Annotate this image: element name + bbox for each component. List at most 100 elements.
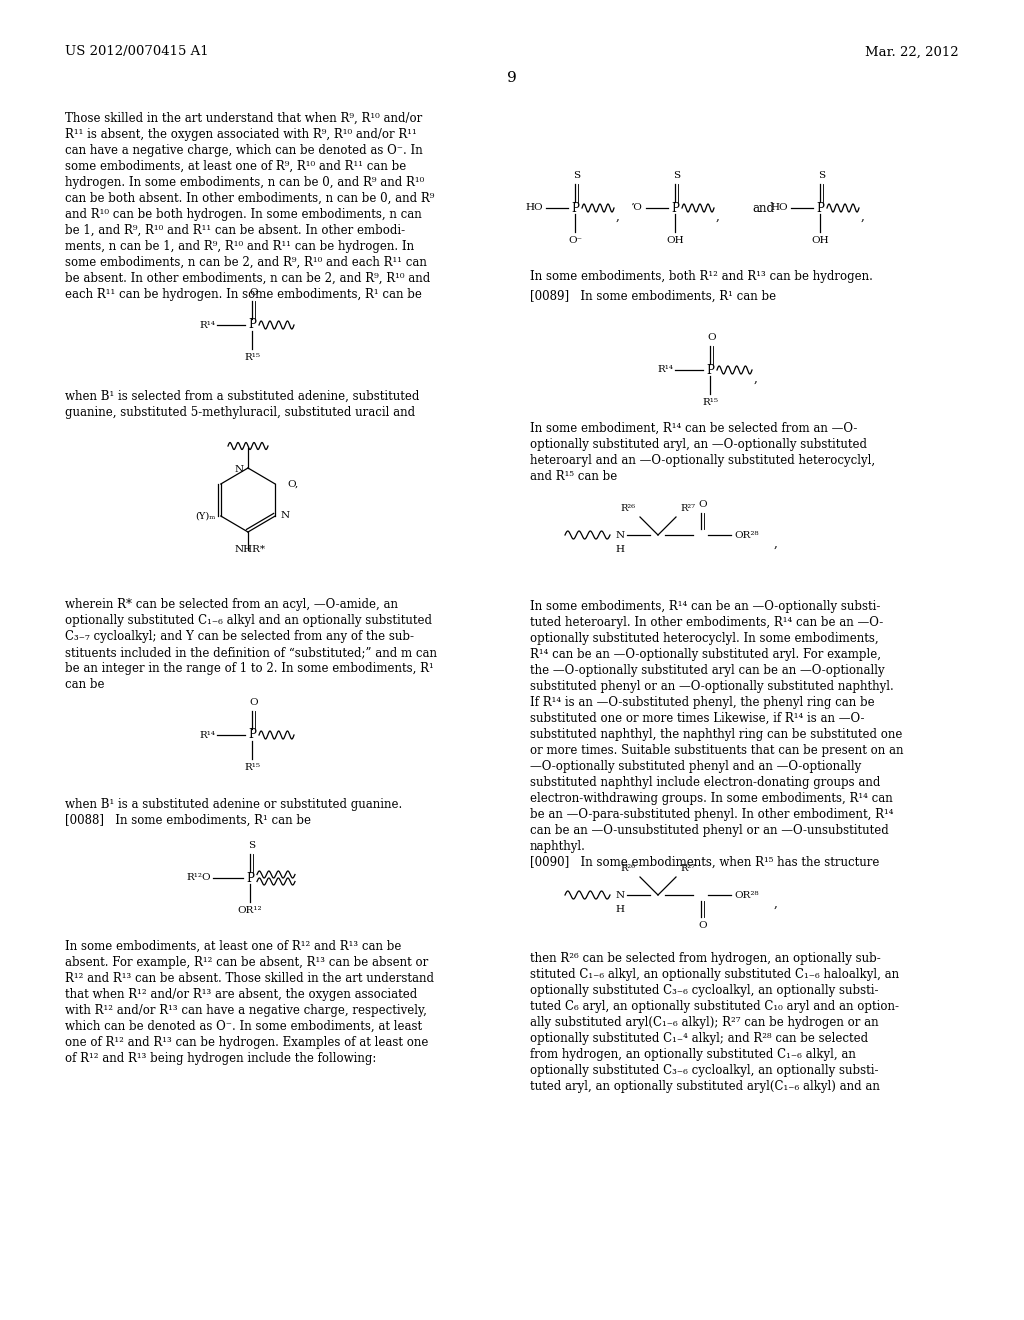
Text: substituted naphthyl include electron-donating groups and: substituted naphthyl include electron-do… xyxy=(530,776,881,789)
Text: be an integer in the range of 1 to 2. In some embodiments, R¹: be an integer in the range of 1 to 2. In… xyxy=(65,663,434,675)
Text: (Y)ₘ: (Y)ₘ xyxy=(196,511,216,520)
Text: R²⁶: R²⁶ xyxy=(621,504,636,513)
Text: ,: , xyxy=(716,210,720,223)
Text: substituted naphthyl, the naphthyl ring can be substituted one: substituted naphthyl, the naphthyl ring … xyxy=(530,729,902,741)
Text: tuted heteroaryl. In other embodiments, R¹⁴ can be an —O-: tuted heteroaryl. In other embodiments, … xyxy=(530,616,884,630)
Text: S: S xyxy=(673,172,680,180)
Text: US 2012/0070415 A1: US 2012/0070415 A1 xyxy=(65,45,209,58)
Text: O,: O, xyxy=(287,479,298,488)
Text: be 1, and R⁹, R¹⁰ and R¹¹ can be absent. In other embodi-: be 1, and R⁹, R¹⁰ and R¹¹ can be absent.… xyxy=(65,224,406,238)
Text: —O-optionally substituted phenyl and an —O-optionally: —O-optionally substituted phenyl and an … xyxy=(530,760,861,774)
Text: electron-withdrawing groups. In some embodiments, R¹⁴ can: electron-withdrawing groups. In some emb… xyxy=(530,792,893,805)
Text: ,: , xyxy=(754,371,758,384)
Text: [0090]   In some embodiments, when R¹⁵ has the structure: [0090] In some embodiments, when R¹⁵ has… xyxy=(530,855,880,869)
Text: O: O xyxy=(249,698,258,708)
Text: one of R¹² and R¹³ can be hydrogen. Examples of at least one: one of R¹² and R¹³ can be hydrogen. Exam… xyxy=(65,1036,428,1049)
Text: O: O xyxy=(698,921,707,931)
Text: optionally substituted C₁₋⁴ alkyl; and R²⁸ can be selected: optionally substituted C₁₋⁴ alkyl; and R… xyxy=(530,1032,868,1045)
Text: Mar. 22, 2012: Mar. 22, 2012 xyxy=(865,45,959,58)
Text: some embodiments, at least one of R⁹, R¹⁰ and R¹¹ can be: some embodiments, at least one of R⁹, R¹… xyxy=(65,160,407,173)
Text: P: P xyxy=(248,318,256,331)
Text: R¹² and R¹³ can be absent. Those skilled in the art understand: R¹² and R¹³ can be absent. Those skilled… xyxy=(65,972,434,985)
Text: stituted C₁₋₆ alkyl, an optionally substituted C₁₋₆ haloalkyl, an: stituted C₁₋₆ alkyl, an optionally subst… xyxy=(530,968,899,981)
Text: that when R¹² and/or R¹³ are absent, the oxygen associated: that when R¹² and/or R¹³ are absent, the… xyxy=(65,987,417,1001)
Text: ʼO: ʼO xyxy=(631,203,643,213)
Text: N: N xyxy=(615,531,625,540)
Text: heteroaryl and an —O-optionally substituted heterocyclyl,: heteroaryl and an —O-optionally substitu… xyxy=(530,454,876,467)
Text: ,: , xyxy=(774,896,778,909)
Text: can be both absent. In other embodiments, n can be 0, and R⁹: can be both absent. In other embodiments… xyxy=(65,191,434,205)
Text: when B¹ is a substituted adenine or substituted guanine.: when B¹ is a substituted adenine or subs… xyxy=(65,799,402,810)
Text: naphthyl.: naphthyl. xyxy=(530,840,586,853)
Text: substituted phenyl or an —O-optionally substituted naphthyl.: substituted phenyl or an —O-optionally s… xyxy=(530,680,894,693)
Text: HO: HO xyxy=(770,203,788,213)
Text: some embodiments, n can be 2, and R⁹, R¹⁰ and each R¹¹ can: some embodiments, n can be 2, and R⁹, R¹… xyxy=(65,256,427,269)
Text: OR¹²: OR¹² xyxy=(238,906,262,915)
Text: 9: 9 xyxy=(507,71,517,84)
Text: and R¹⁵ can be: and R¹⁵ can be xyxy=(530,470,617,483)
Text: In some embodiments, at least one of R¹² and R¹³ can be: In some embodiments, at least one of R¹²… xyxy=(65,940,401,953)
Text: ally substituted aryl(C₁₋₆ alkyl); R²⁷ can be hydrogen or an: ally substituted aryl(C₁₋₆ alkyl); R²⁷ c… xyxy=(530,1016,879,1030)
Text: with R¹² and/or R¹³ can have a negative charge, respectively,: with R¹² and/or R¹³ can have a negative … xyxy=(65,1005,427,1016)
Text: R¹⁵: R¹⁵ xyxy=(702,399,718,407)
Text: P: P xyxy=(671,202,679,214)
Text: from hydrogen, an optionally substituted C₁₋₆ alkyl, an: from hydrogen, an optionally substituted… xyxy=(530,1048,856,1061)
Text: In some embodiments, R¹⁴ can be an —O-optionally substi-: In some embodiments, R¹⁴ can be an —O-op… xyxy=(530,601,881,612)
Text: ,: , xyxy=(774,536,778,549)
Text: NHR*: NHR* xyxy=(234,545,265,554)
Text: P: P xyxy=(248,729,256,742)
Text: R¹⁴: R¹⁴ xyxy=(657,366,673,375)
Text: P: P xyxy=(816,202,824,214)
Text: H: H xyxy=(615,904,625,913)
Text: tuted aryl, an optionally substituted aryl(C₁₋₆ alkyl) and an: tuted aryl, an optionally substituted ar… xyxy=(530,1080,880,1093)
Text: O: O xyxy=(249,288,258,297)
Text: when B¹ is selected from a substituted adenine, substituted: when B¹ is selected from a substituted a… xyxy=(65,389,420,403)
Text: R²⁶: R²⁶ xyxy=(621,865,636,873)
Text: of R¹² and R¹³ being hydrogen include the following:: of R¹² and R¹³ being hydrogen include th… xyxy=(65,1052,377,1065)
Text: C₃₋₇ cycloalkyl; and Y can be selected from any of the sub-: C₃₋₇ cycloalkyl; and Y can be selected f… xyxy=(65,630,414,643)
Text: each R¹¹ can be hydrogen. In some embodiments, R¹ can be: each R¹¹ can be hydrogen. In some embodi… xyxy=(65,288,422,301)
Text: be an —O-para-substituted phenyl. In other embodiment, R¹⁴: be an —O-para-substituted phenyl. In oth… xyxy=(530,808,894,821)
Text: stituents included in the definition of “substituted;” and m can: stituents included in the definition of … xyxy=(65,645,437,659)
Text: guanine, substituted 5-methyluracil, substituted uracil and: guanine, substituted 5-methyluracil, sub… xyxy=(65,407,415,418)
Text: O⁻: O⁻ xyxy=(568,236,582,246)
Text: P: P xyxy=(246,871,254,884)
Text: can be an —O-unsubstituted phenyl or an —O-unsubstituted: can be an —O-unsubstituted phenyl or an … xyxy=(530,824,889,837)
Text: absent. For example, R¹² can be absent, R¹³ can be absent or: absent. For example, R¹² can be absent, … xyxy=(65,956,428,969)
Text: R¹¹ is absent, the oxygen associated with R⁹, R¹⁰ and/or R¹¹: R¹¹ is absent, the oxygen associated wit… xyxy=(65,128,417,141)
Text: optionally substituted heterocyclyl. In some embodiments,: optionally substituted heterocyclyl. In … xyxy=(530,632,879,645)
Text: If R¹⁴ is an —O-substituted phenyl, the phenyl ring can be: If R¹⁴ is an —O-substituted phenyl, the … xyxy=(530,696,874,709)
Text: R²⁷: R²⁷ xyxy=(680,504,695,513)
Text: R²⁷: R²⁷ xyxy=(680,865,695,873)
Text: OR²⁸: OR²⁸ xyxy=(734,531,759,540)
Text: [0088]   In some embodiments, R¹ can be: [0088] In some embodiments, R¹ can be xyxy=(65,814,311,828)
Text: N: N xyxy=(615,891,625,899)
Text: ,: , xyxy=(861,210,865,223)
Text: substituted one or more times Likewise, if R¹⁴ is an —O-: substituted one or more times Likewise, … xyxy=(530,711,864,725)
Text: R¹⁵: R¹⁵ xyxy=(244,763,260,772)
Text: be absent. In other embodiments, n can be 2, and R⁹, R¹⁰ and: be absent. In other embodiments, n can b… xyxy=(65,272,430,285)
Text: which can be denoted as O⁻. In some embodiments, at least: which can be denoted as O⁻. In some embo… xyxy=(65,1020,422,1034)
Text: R¹⁴: R¹⁴ xyxy=(199,730,215,739)
Text: OH: OH xyxy=(811,236,828,246)
Text: optionally substituted C₁₋₆ alkyl and an optionally substituted: optionally substituted C₁₋₆ alkyl and an… xyxy=(65,614,432,627)
Text: R¹²O: R¹²O xyxy=(186,874,211,883)
Text: or more times. Suitable substituents that can be present on an: or more times. Suitable substituents tha… xyxy=(530,744,903,756)
Text: In some embodiment, R¹⁴ can be selected from an —O-: In some embodiment, R¹⁴ can be selected … xyxy=(530,422,857,436)
Text: tuted C₆ aryl, an optionally substituted C₁₀ aryl and an option-: tuted C₆ aryl, an optionally substituted… xyxy=(530,1001,899,1012)
Text: can have a negative charge, which can be denoted as O⁻. In: can have a negative charge, which can be… xyxy=(65,144,423,157)
Text: wherein R* can be selected from an acyl, —O-amide, an: wherein R* can be selected from an acyl,… xyxy=(65,598,398,611)
Text: ments, n can be 1, and R⁹, R¹⁰ and R¹¹ can be hydrogen. In: ments, n can be 1, and R⁹, R¹⁰ and R¹¹ c… xyxy=(65,240,414,253)
Text: [0089]   In some embodiments, R¹ can be: [0089] In some embodiments, R¹ can be xyxy=(530,290,776,304)
Text: S: S xyxy=(248,841,255,850)
Text: H: H xyxy=(615,544,625,553)
Text: R¹⁴ can be an —O-optionally substituted aryl. For example,: R¹⁴ can be an —O-optionally substituted … xyxy=(530,648,881,661)
Text: HO: HO xyxy=(525,203,543,213)
Text: the —O-optionally substituted aryl can be an —O-optionally: the —O-optionally substituted aryl can b… xyxy=(530,664,885,677)
Text: N: N xyxy=(281,511,290,520)
Text: OH: OH xyxy=(667,236,684,246)
Text: P: P xyxy=(707,363,714,376)
Text: optionally substituted aryl, an —O-optionally substituted: optionally substituted aryl, an —O-optio… xyxy=(530,438,867,451)
Text: In some embodiments, both R¹² and R¹³ can be hydrogen.: In some embodiments, both R¹² and R¹³ ca… xyxy=(530,271,872,282)
Text: optionally substituted C₃₋₆ cycloalkyl, an optionally substi-: optionally substituted C₃₋₆ cycloalkyl, … xyxy=(530,1064,879,1077)
